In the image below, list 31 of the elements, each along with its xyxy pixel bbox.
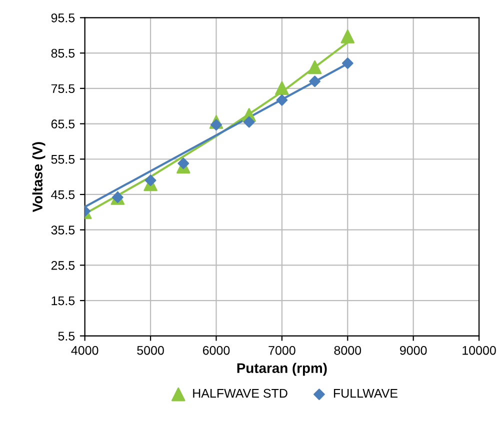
x-axis-title: Putaran (rpm) bbox=[237, 362, 327, 376]
point bbox=[309, 76, 320, 88]
x-tick-label: 5000 bbox=[137, 346, 164, 355]
x-tick-label: 10000 bbox=[462, 346, 496, 355]
y-tick-label: 95.5 bbox=[51, 13, 75, 22]
legend-label: HALFWAVE STD bbox=[193, 388, 288, 398]
x-tick-label: 4000 bbox=[71, 346, 98, 355]
point bbox=[342, 58, 354, 69]
legend-label: FULLWAVE bbox=[334, 389, 398, 398]
y-tick-label: 75.5 bbox=[51, 84, 75, 94]
y-tick-label: 65.5 bbox=[51, 120, 75, 128]
x-tick-label: 7000 bbox=[268, 346, 296, 355]
y-tick-label: 85.5 bbox=[51, 48, 75, 58]
point bbox=[276, 94, 288, 106]
x-tick-label: 8000 bbox=[334, 346, 362, 355]
point bbox=[144, 174, 156, 186]
point bbox=[210, 119, 222, 131]
x-tick-label: 6000 bbox=[202, 346, 230, 355]
point bbox=[178, 158, 190, 170]
point bbox=[340, 30, 355, 44]
point bbox=[308, 60, 322, 74]
y-axis-title: Voltase (V) bbox=[32, 142, 46, 212]
y-tick-label: 55.5 bbox=[51, 155, 75, 164]
y-tick-label: 25.5 bbox=[51, 261, 75, 270]
x-tick-label: 9000 bbox=[400, 346, 427, 355]
point bbox=[275, 81, 289, 95]
y-tick-label: 15.5 bbox=[52, 296, 75, 306]
y-tick-label: 5.5 bbox=[58, 332, 75, 341]
point bbox=[243, 116, 255, 128]
y-tick-label: 45.5 bbox=[51, 190, 75, 200]
y-tick-label: 35.5 bbox=[51, 226, 75, 234]
